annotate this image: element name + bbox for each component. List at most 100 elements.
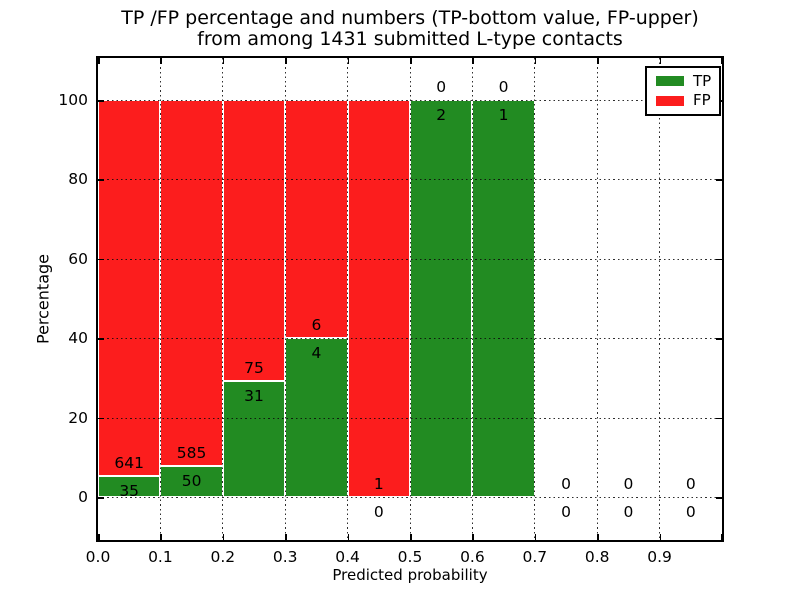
tick-mark	[410, 534, 412, 540]
fp-count-label: 1	[373, 475, 384, 493]
tick-mark	[98, 338, 104, 340]
tick-mark	[98, 179, 104, 181]
fp-count-label: 641	[114, 454, 144, 473]
tick-mark	[472, 58, 474, 64]
tick-mark	[285, 58, 287, 64]
gridline-vertical	[222, 58, 224, 540]
tick-mark	[222, 58, 225, 64]
gridline-horizontal	[98, 497, 722, 498]
tp-count-label: 50	[181, 471, 202, 490]
tick-mark	[98, 497, 104, 499]
tick-mark	[98, 258, 104, 261]
tick-mark	[98, 100, 104, 102]
fp-count-label: 0	[685, 475, 696, 493]
plot-area: TP FP 641 35 585 50 75 31 6 4 1 0 0 2 0 1 0 0 0 0 0 0 0.0 0.1…	[58, 56, 724, 566]
y-tick-label: 60	[68, 249, 88, 268]
legend-entry-fp: FP	[647, 93, 719, 108]
gridline-vertical	[596, 58, 598, 540]
tick-mark	[721, 534, 723, 540]
gridline-vertical	[471, 58, 473, 540]
chart-title-line2: from among 1431 submitted L-type contact…	[197, 28, 623, 50]
gridline-horizontal	[98, 179, 722, 181]
gridline-horizontal	[98, 258, 722, 260]
fp-count-label: 6	[311, 316, 322, 335]
tp-bar-segment	[160, 465, 223, 497]
tick-mark	[410, 58, 412, 64]
fp-bar-segment	[98, 100, 161, 477]
tp-count-label: 31	[244, 386, 264, 405]
y-tick-label: 40	[68, 329, 88, 348]
tick-mark	[534, 58, 537, 64]
y-tick-label: 0	[78, 488, 88, 506]
tp-color-swatch	[656, 76, 684, 87]
tick-mark	[716, 497, 722, 499]
gridline-vertical	[409, 58, 411, 540]
tp-bar-segment	[410, 100, 473, 497]
x-axis-label: Predicted probability	[332, 566, 488, 584]
x-tick-label: 0.3	[272, 548, 298, 566]
gridline-vertical	[159, 58, 161, 540]
x-tick-label: 0.8	[584, 548, 610, 566]
fp-count-label: 0	[436, 78, 447, 96]
legend: TP FP	[645, 66, 721, 116]
x-tick-label: 0.2	[210, 548, 236, 566]
tick-mark	[659, 534, 662, 540]
x-tick-label: 0.1	[148, 548, 173, 566]
tick-mark	[716, 258, 722, 261]
gridline-horizontal	[98, 100, 722, 101]
tick-mark	[160, 58, 162, 64]
legend-entry-tp: TP	[647, 71, 719, 90]
tick-mark	[716, 338, 722, 340]
fp-bar-segment	[285, 100, 348, 339]
tick-mark	[98, 417, 104, 420]
gridline-vertical	[659, 58, 661, 540]
x-tick-label: 0.0	[85, 548, 111, 566]
tick-mark	[716, 179, 722, 181]
tp-bar-segment	[472, 100, 535, 497]
tp-count-label: 35	[119, 482, 140, 501]
tp-count-label: 0	[623, 503, 634, 521]
fp-count-label: 75	[244, 358, 264, 377]
tick-mark	[160, 534, 162, 540]
legend-label-fp: FP	[693, 91, 711, 110]
tick-mark	[98, 534, 100, 540]
gridline-horizontal	[98, 417, 722, 419]
fp-bar-segment	[160, 100, 223, 466]
y-tick-label: 80	[68, 170, 88, 189]
gridline-vertical	[347, 58, 349, 540]
gridline-horizontal	[98, 338, 722, 340]
gridline-vertical	[284, 58, 286, 540]
tick-mark	[721, 58, 723, 64]
tp-count-label: 0	[561, 503, 571, 521]
fp-bar-segment	[347, 100, 410, 497]
fp-count-label: 0	[623, 475, 634, 493]
fp-bar-segment	[222, 100, 286, 381]
chart-title: TP /FP percentage and numbers (TP-bottom…	[98, 8, 722, 50]
x-tick-label: 0.6	[460, 548, 485, 566]
tick-mark	[285, 534, 287, 540]
tp-bar-segment	[98, 476, 161, 497]
legend-label-tp: TP	[693, 71, 712, 90]
fp-count-label: 0	[498, 78, 509, 96]
tp-bar-segment	[222, 380, 286, 497]
x-tick-label: 0.9	[647, 548, 672, 566]
tick-mark	[222, 534, 225, 540]
x-tick-label: 0.4	[335, 548, 360, 566]
chart-title-line1: TP /FP percentage and numbers (TP-bottom…	[121, 7, 699, 29]
tick-mark	[347, 534, 350, 540]
tick-mark	[597, 58, 599, 64]
tp-count-label: 0	[373, 503, 384, 521]
tick-mark	[472, 534, 474, 540]
tick-mark	[597, 534, 599, 540]
tick-mark	[347, 58, 350, 64]
tp-count-label: 0	[685, 503, 696, 521]
fp-count-label: 585	[176, 443, 207, 462]
tp-count-label: 1	[498, 106, 509, 124]
y-tick-label: 20	[68, 408, 88, 427]
fp-color-swatch	[656, 95, 684, 106]
tick-mark	[716, 417, 722, 420]
tick-mark	[659, 58, 662, 64]
x-tick-label: 0.5	[397, 548, 423, 566]
tick-mark	[98, 58, 100, 64]
